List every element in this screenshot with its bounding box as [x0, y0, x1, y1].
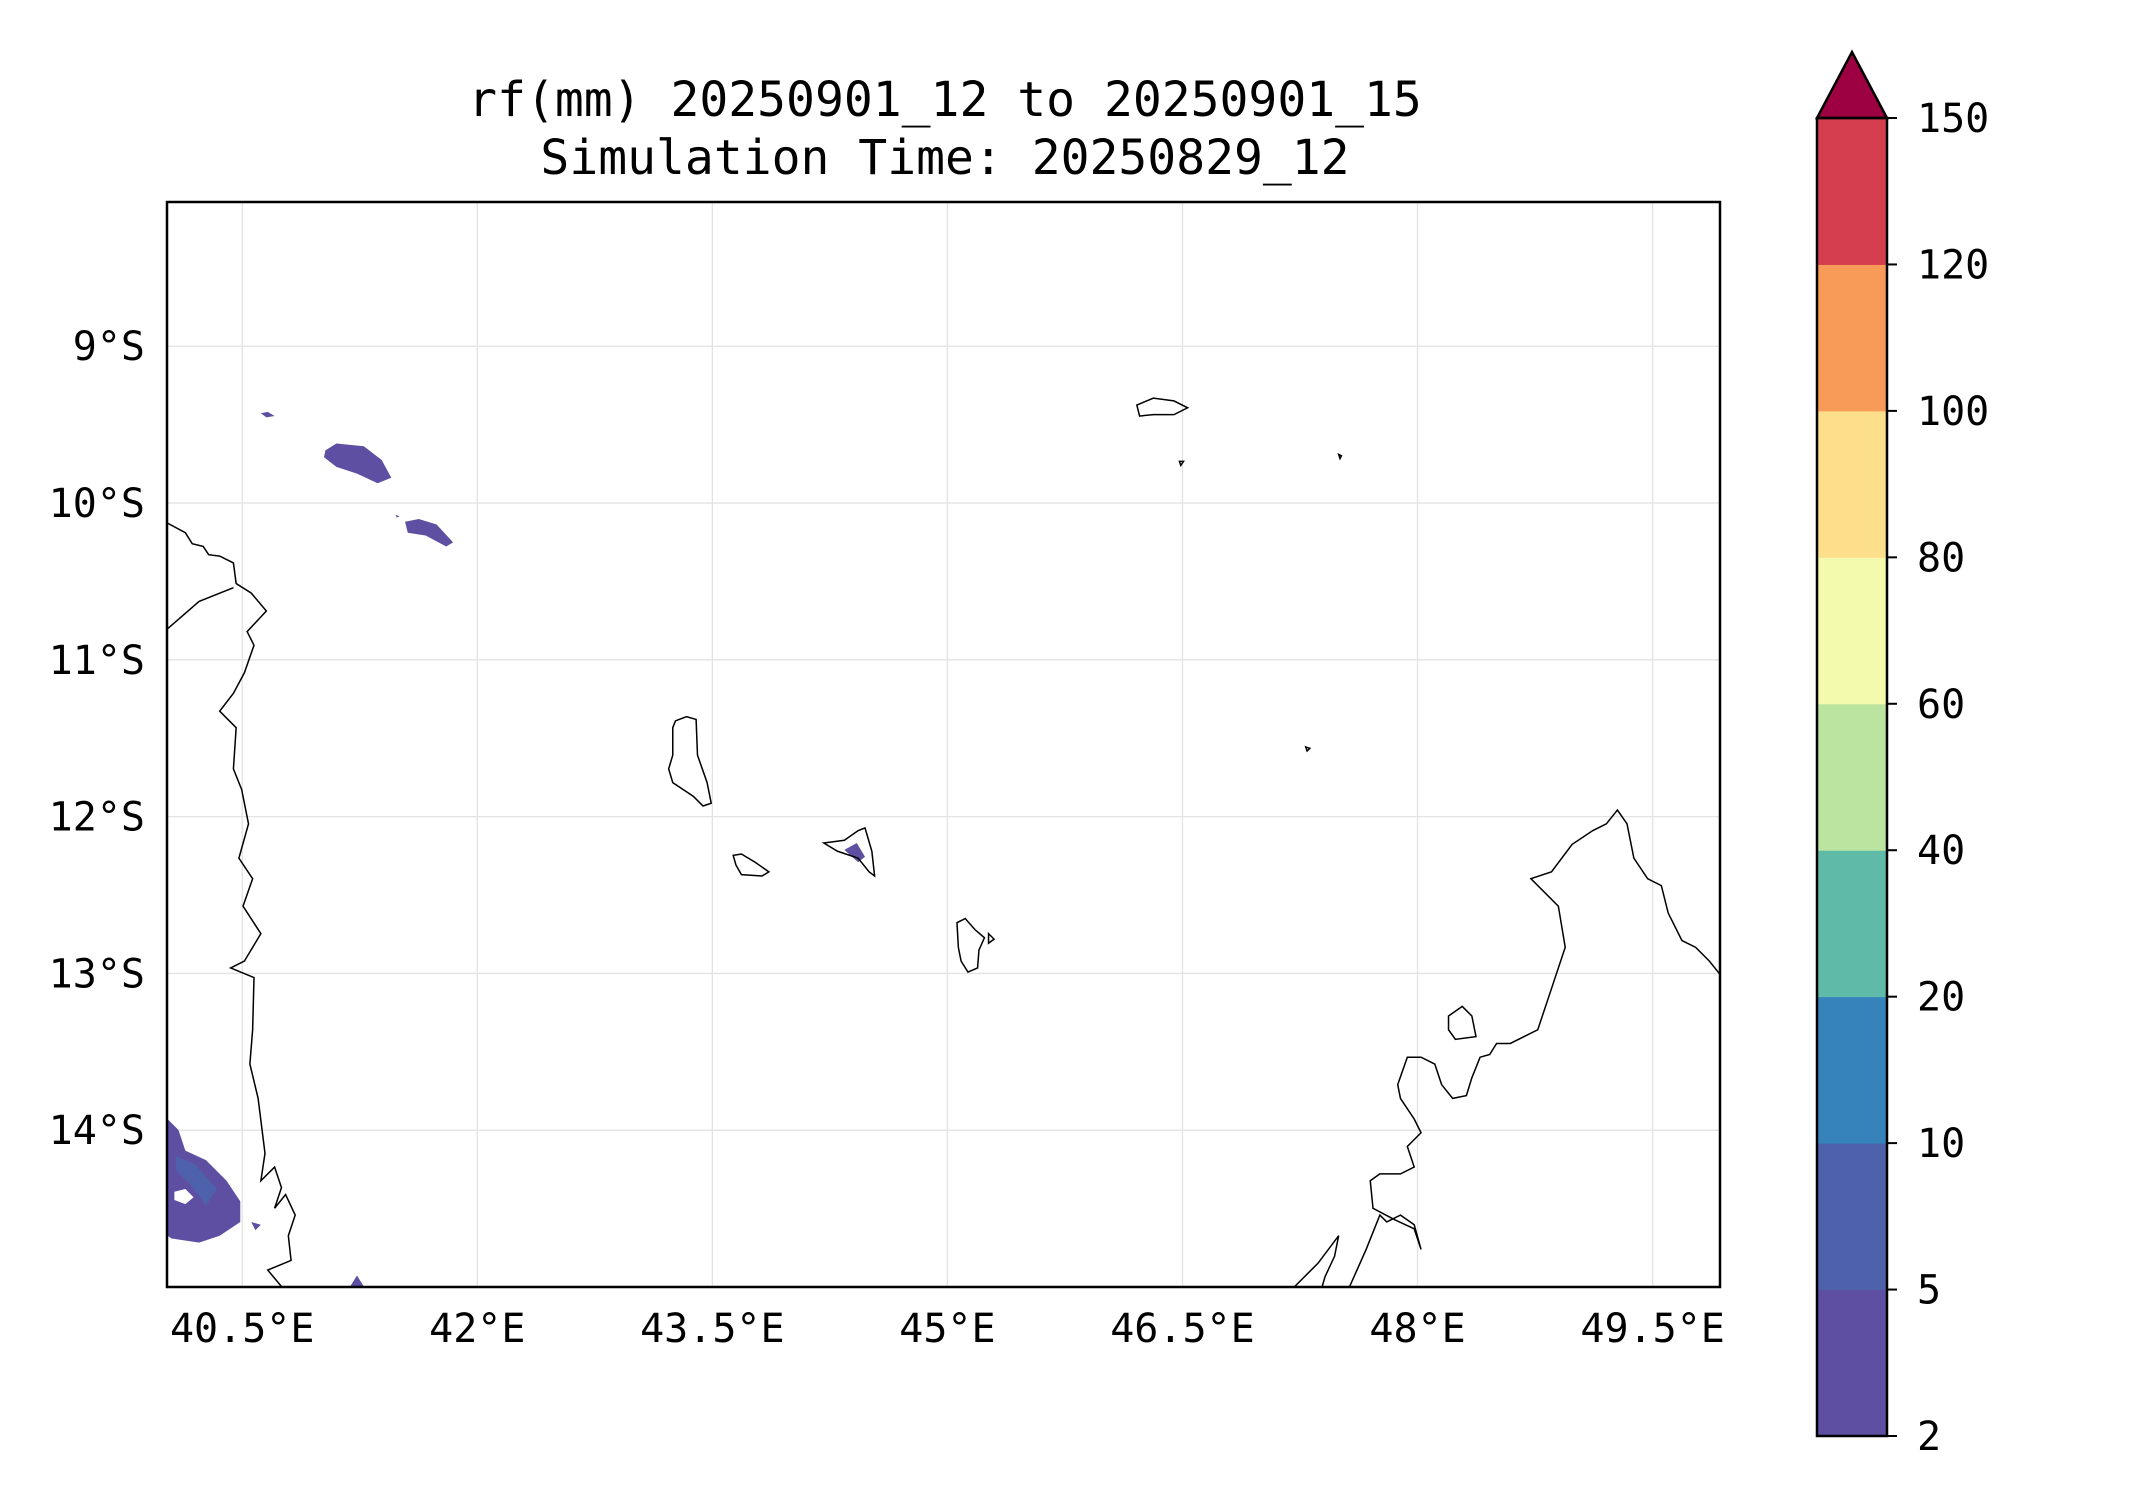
colorbar-extend-triangle — [1814, 49, 1890, 120]
madagascar-coastline — [1348, 808, 1721, 1287]
rainfall-areas — [167, 411, 865, 1287]
colorbar-label: 5 — [1917, 1268, 1941, 1314]
grande-comore-coastline — [667, 715, 713, 807]
colorbar-label: 100 — [1917, 389, 1989, 435]
colorbar-frame — [1815, 116, 1889, 1438]
chart-title: rf(mm) 20250901_12 to 20250901_15 — [468, 72, 1422, 128]
x-tick-label: 42°E — [429, 1306, 525, 1352]
rain-area — [251, 1221, 261, 1231]
colorbar-segment — [1817, 703, 1887, 851]
colorbar-segment — [1817, 410, 1887, 558]
colorbar-segment — [1817, 118, 1887, 265]
colorbar-label: 150 — [1917, 96, 1989, 142]
y-tick-label: 10°S — [49, 481, 145, 527]
rain-area — [395, 514, 400, 518]
chart-subtitle: Simulation Time: 20250829_12 — [540, 130, 1349, 186]
x-tick-label: 43.5°E — [640, 1306, 785, 1352]
x-axis-ticks: 40.5°E 42°E 43.5°E 45°E 46.5°E 48°E 49.5°E — [170, 1306, 1725, 1352]
x-tick-label: 40.5°E — [170, 1306, 315, 1352]
y-tick-label: 13°S — [49, 951, 145, 997]
rain-area — [844, 843, 865, 863]
colorbar-segment — [1817, 996, 1887, 1144]
colorbar-segment — [1817, 264, 1887, 412]
x-tick-label: 46.5°E — [1110, 1306, 1255, 1352]
rain-area — [405, 518, 454, 547]
y-tick-label: 11°S — [49, 638, 145, 684]
gridlines — [167, 202, 1720, 1287]
colorbar-segment — [1817, 850, 1887, 998]
mayotte-coastline — [956, 917, 986, 974]
rain-area — [324, 443, 392, 484]
colorbar-label: 80 — [1917, 535, 1965, 581]
colorbar-label: 120 — [1917, 242, 1989, 288]
islet-coastline — [1337, 452, 1343, 461]
colorbar-segment — [1817, 1143, 1887, 1291]
y-tick-label: 14°S — [49, 1108, 145, 1154]
y-tick-label: 9°S — [73, 324, 145, 370]
x-tick-label: 49.5°E — [1580, 1306, 1725, 1352]
colorbar: 2 5 10 20 40 60 80 100 120 150 — [1814, 49, 1989, 1460]
islet-coastline — [1178, 460, 1185, 468]
colorbar-segment — [1817, 1289, 1887, 1437]
colorbar-label: 40 — [1917, 828, 1965, 874]
map-frame — [165, 200, 1722, 1289]
map-content — [167, 397, 1721, 1288]
y-tick-label: 12°S — [49, 795, 145, 841]
rain-area-5-10 — [175, 1156, 217, 1206]
africa-coastline — [167, 586, 234, 630]
rain-area — [260, 411, 275, 418]
mayotte-coastline — [987, 931, 996, 945]
colorbar-segment — [1817, 557, 1887, 705]
colorbar-label: 10 — [1917, 1121, 1965, 1167]
anjouan-coastline — [821, 826, 876, 878]
moheli-coastline — [732, 853, 771, 877]
x-tick-label: 48°E — [1369, 1306, 1465, 1352]
x-tick-label: 45°E — [899, 1306, 995, 1352]
coastlines — [167, 397, 1721, 1288]
colorbar-label: 2 — [1917, 1414, 1941, 1460]
colorbar-label: 60 — [1917, 682, 1965, 728]
nosy-be-coastline — [1447, 1005, 1477, 1041]
rain-area — [350, 1275, 364, 1287]
colorbar-label: 20 — [1917, 975, 1965, 1021]
aldabra-coastline — [1135, 397, 1190, 417]
africa-coastline — [167, 522, 297, 1287]
y-axis-ticks: 9°S 10°S 11°S 12°S 13°S 14°S — [49, 324, 145, 1154]
madagascar-coastline — [1294, 1235, 1340, 1288]
glorieuses-coastline — [1304, 745, 1312, 753]
